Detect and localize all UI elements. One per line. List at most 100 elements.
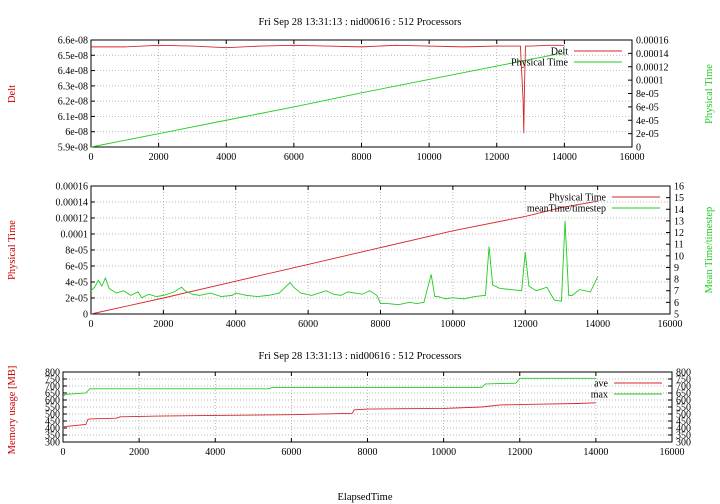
- chart1-y2tick-label: 4e-05: [636, 116, 659, 127]
- chart1-xtick-label: 14000: [552, 152, 577, 163]
- chart3-xlabel: ElapsedTime: [337, 492, 392, 503]
- chart1-ytick-label: 6.3e-08: [58, 81, 88, 92]
- chart3-series-line-1: [62, 402, 596, 430]
- chart2-y2tick-label: 9: [674, 263, 679, 274]
- chart1-xtick-label: 8000: [352, 152, 372, 163]
- chart1-ytick-label: 6.6e-08: [58, 36, 88, 47]
- chart2-y2tick-label: 14: [674, 205, 684, 216]
- chart1-y2tick-label: 6e-05: [636, 102, 659, 113]
- chart3-ytick-label: 700: [45, 382, 60, 393]
- chart2-xtick-label: 12000: [513, 319, 538, 330]
- chart2-y2label: Mean Time/timestep: [704, 207, 715, 294]
- chart3-xtick-label: 16000: [660, 447, 685, 458]
- chart1-legend-label-2: Physical Time: [511, 58, 569, 69]
- chart1-ytick-label: 5.9e-08: [58, 143, 88, 154]
- chart3-ytick-label: 350: [45, 431, 60, 442]
- chart3-title: Fri Sep 28 13:31:13 : nid00616 : 512 Pro…: [258, 351, 461, 362]
- chart3-y2tick-label: 550: [676, 403, 691, 414]
- chart3-ytick-label: 600: [45, 396, 60, 407]
- chart1-legend-label-1: Delt: [551, 47, 568, 58]
- chart3-xtick-label: 4000: [205, 447, 225, 458]
- chart2-xtick-label: 8000: [371, 319, 391, 330]
- chart3-ytick-label: 300: [45, 438, 60, 449]
- chart3-xtick-label: 2000: [129, 447, 149, 458]
- chart2-y2tick-label: 7: [674, 286, 679, 297]
- chart2-ytick-label: 0.00016: [56, 182, 89, 193]
- chart2-y2tick-label: 10: [674, 251, 684, 262]
- chart1-y2tick-label: 8e-05: [636, 89, 659, 100]
- chart1-y2tick-label: 0.00016: [636, 36, 669, 47]
- chart2-legend-label-1: Physical Time: [549, 193, 607, 204]
- chart3-y2tick-label: 650: [676, 389, 691, 400]
- chart3-xtick-label: 10000: [431, 447, 456, 458]
- chart3-ytick-label: 800: [45, 368, 60, 379]
- chart2-ytick-label: 8e-05: [65, 246, 88, 257]
- chart3-y2tick-label: 700: [676, 382, 691, 393]
- chart3-ytick-label: 550: [45, 403, 60, 414]
- chart1-ytick-label: 6.2e-08: [58, 97, 88, 108]
- chart3-ytick-label: 450: [45, 417, 60, 428]
- chart1-title: Fri Sep 28 13:31:13 : nid00616 : 512 Pro…: [258, 17, 461, 28]
- chart2-xtick-label: 6000: [298, 319, 318, 330]
- chart3-y2tick-label: 350: [676, 431, 691, 442]
- chart3-xtick-label: 14000: [583, 447, 608, 458]
- chart3-y2tick-label: 300: [676, 438, 691, 449]
- chart1-xtick-label: 6000: [284, 152, 304, 163]
- chart3-y2tick-label: 800: [676, 368, 691, 379]
- chart3-xtick-label: 6000: [281, 447, 301, 458]
- chart1-xtick-label: 2000: [149, 152, 169, 163]
- chart1-y2label: Physical Time: [704, 64, 715, 124]
- chart2-xtick-label: 2000: [153, 319, 173, 330]
- chart3-xtick-label: 8000: [358, 447, 378, 458]
- chart1-y2tick-label: 0.0001: [636, 76, 664, 87]
- chart2-y2tick-label: 6: [674, 298, 679, 309]
- chart2-xtick-label: 0: [89, 319, 94, 330]
- chart2-xtick-label: 4000: [226, 319, 246, 330]
- chart2-y2tick-label: 16: [674, 182, 684, 193]
- chart3-xtick-label: 12000: [507, 447, 532, 458]
- chart2-ytick-label: 6e-05: [65, 262, 88, 273]
- chart1-xtick-label: 16000: [620, 152, 645, 163]
- chart1-series-line-2: [90, 52, 565, 148]
- chart1-ytick-label: 6.5e-08: [58, 51, 88, 62]
- chart1-xtick-label: 0: [89, 152, 94, 163]
- chart3-ytick-label: 500: [45, 410, 60, 421]
- chart3-legend-label-2: max: [591, 390, 608, 401]
- chart3-ytick-label: 650: [45, 389, 60, 400]
- chart3-legend-label-1: ave: [594, 379, 608, 390]
- chart2-xtick-label: 14000: [585, 319, 610, 330]
- chart3-ylabel: Memory usage [MB]: [7, 366, 18, 455]
- chart2-ytick-label: 0.00012: [56, 214, 89, 225]
- chart1-ylabel: Delt: [7, 85, 18, 103]
- chart2-ytick-label: 0.0001: [61, 230, 89, 241]
- chart3-series-line-2: [62, 377, 596, 398]
- chart2-y2tick-label: 13: [674, 216, 684, 227]
- chart2-y2tick-label: 11: [674, 240, 684, 251]
- chart2-legend-label-2: meanTime/timestep: [527, 204, 606, 215]
- chart3-y2tick-label: 400: [676, 424, 691, 435]
- chart3-y2tick-label: 600: [676, 396, 691, 407]
- chart1-y2tick-label: 0.00014: [636, 49, 669, 60]
- chart2-ytick-label: 2e-05: [65, 294, 88, 305]
- chart2-ylabel: Physical Time: [7, 220, 18, 280]
- chart1-xtick-label: 4000: [216, 152, 236, 163]
- chart2-ytick-label: 0.00014: [56, 198, 89, 209]
- chart2-series-line-1: [90, 200, 598, 315]
- chart2-ytick-label: 0: [83, 310, 88, 321]
- chart1-y2tick-label: 0: [636, 143, 641, 154]
- chart3-y2tick-label: 450: [676, 417, 691, 428]
- chart2-y2tick-label: 12: [674, 228, 684, 239]
- chart2-series-line-2: [90, 220, 599, 306]
- chart1-xtick-label: 12000: [484, 152, 509, 163]
- chart1-ytick-label: 6.4e-08: [58, 66, 88, 77]
- chart1-y2tick-label: 0.00012: [636, 62, 669, 73]
- chart1-xtick-label: 10000: [417, 152, 442, 163]
- chart2-y2tick-label: 5: [674, 310, 679, 321]
- chart2-y2tick-label: 8: [674, 275, 679, 286]
- chart3-y2tick-label: 750: [676, 375, 691, 386]
- plot-layer: 0 2000 4000 6000 8000 10000 12000 14000 160005.9…: [45, 36, 691, 459]
- chart2-xtick-label: 10000: [440, 319, 465, 330]
- chart3-xtick-label: 0: [61, 447, 66, 458]
- chart1-ytick-label: 6e-08: [65, 127, 88, 138]
